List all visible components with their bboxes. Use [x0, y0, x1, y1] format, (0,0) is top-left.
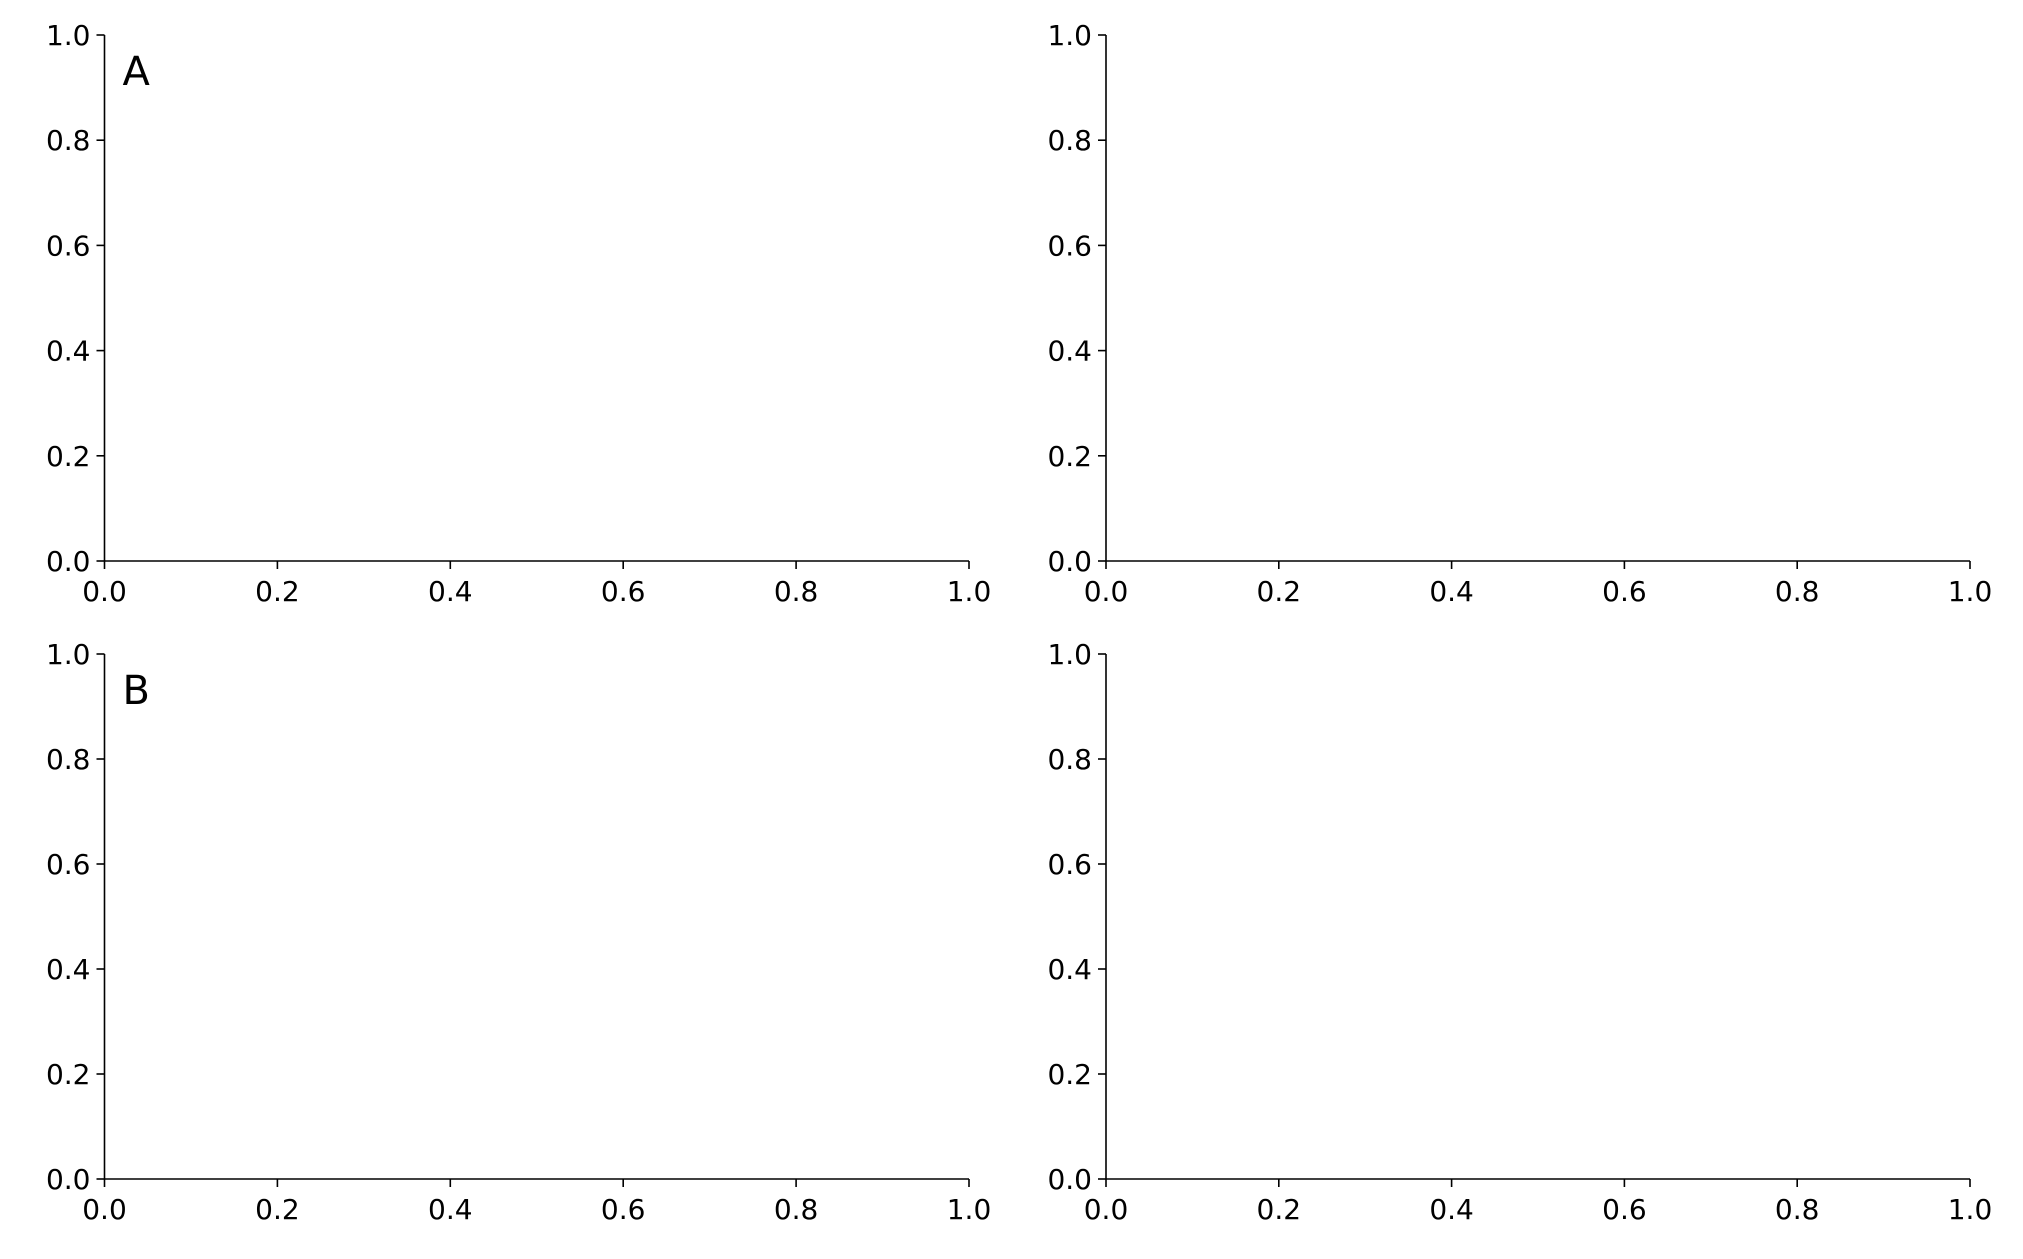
x-tick-label: 0.6 [601, 575, 646, 608]
y-tick-label: 0.8 [46, 124, 91, 157]
y-tick-label: 0.4 [46, 335, 91, 368]
x-tick-label: 0.2 [255, 1193, 300, 1226]
x-tick-label: 1.0 [1948, 575, 1993, 608]
x-tick-label: 1.0 [947, 1193, 992, 1226]
y-tick-label: 0.0 [1047, 545, 1092, 578]
x-tick-label: 0.0 [82, 575, 127, 608]
y-tick-label: 0.0 [1047, 1163, 1092, 1196]
x-tick-label: 0.0 [1084, 575, 1129, 608]
y-tick-label: 0.6 [46, 848, 91, 881]
y-tick-label: 0.8 [46, 743, 91, 776]
y-tick-label: 1.0 [46, 19, 91, 52]
x-tick-label: 0.4 [1429, 1193, 1474, 1226]
x-tick-label: 0.2 [1257, 1193, 1302, 1226]
y-tick-label: 0.4 [46, 953, 91, 986]
x-tick-label: 0.4 [428, 1193, 473, 1226]
x-tick-label: 0.8 [1775, 1193, 1820, 1226]
y-tick-label: 0.2 [1047, 1058, 1092, 1091]
x-tick-label: 0.2 [1257, 575, 1302, 608]
y-tick-label: 0.0 [46, 545, 91, 578]
x-tick-label: 0.4 [1429, 575, 1474, 608]
x-tick-label: 0.0 [82, 1193, 127, 1226]
x-tick-label: 0.4 [428, 575, 473, 608]
x-tick-label: 0.6 [601, 1193, 646, 1226]
x-tick-label: 0.2 [255, 575, 300, 608]
y-tick-label: 1.0 [46, 638, 91, 671]
panel-label: A [123, 49, 151, 95]
y-tick-label: 0.2 [46, 1058, 91, 1091]
x-tick-label: 0.8 [1775, 575, 1820, 608]
y-tick-label: 1.0 [1047, 19, 1092, 52]
y-tick-label: 0.6 [1047, 229, 1092, 262]
y-tick-label: 0.8 [1047, 124, 1092, 157]
panel-label: B [123, 668, 150, 714]
y-tick-label: 0.4 [1047, 953, 1092, 986]
x-tick-label: 0.6 [1602, 575, 1647, 608]
x-tick-label: 0.8 [774, 1193, 819, 1226]
x-tick-label: 1.0 [1948, 1193, 1993, 1226]
y-tick-label: 0.6 [1047, 848, 1092, 881]
y-tick-label: 0.0 [46, 1163, 91, 1196]
y-tick-label: 0.2 [46, 440, 91, 473]
y-tick-label: 0.6 [46, 229, 91, 262]
x-tick-label: 0.8 [774, 575, 819, 608]
x-tick-label: 0.6 [1602, 1193, 1647, 1226]
x-tick-label: 1.0 [947, 575, 992, 608]
y-tick-label: 0.4 [1047, 335, 1092, 368]
y-tick-label: 0.8 [1047, 743, 1092, 776]
y-tick-label: 0.2 [1047, 440, 1092, 473]
x-tick-label: 0.0 [1084, 1193, 1129, 1226]
y-tick-label: 1.0 [1047, 638, 1092, 671]
